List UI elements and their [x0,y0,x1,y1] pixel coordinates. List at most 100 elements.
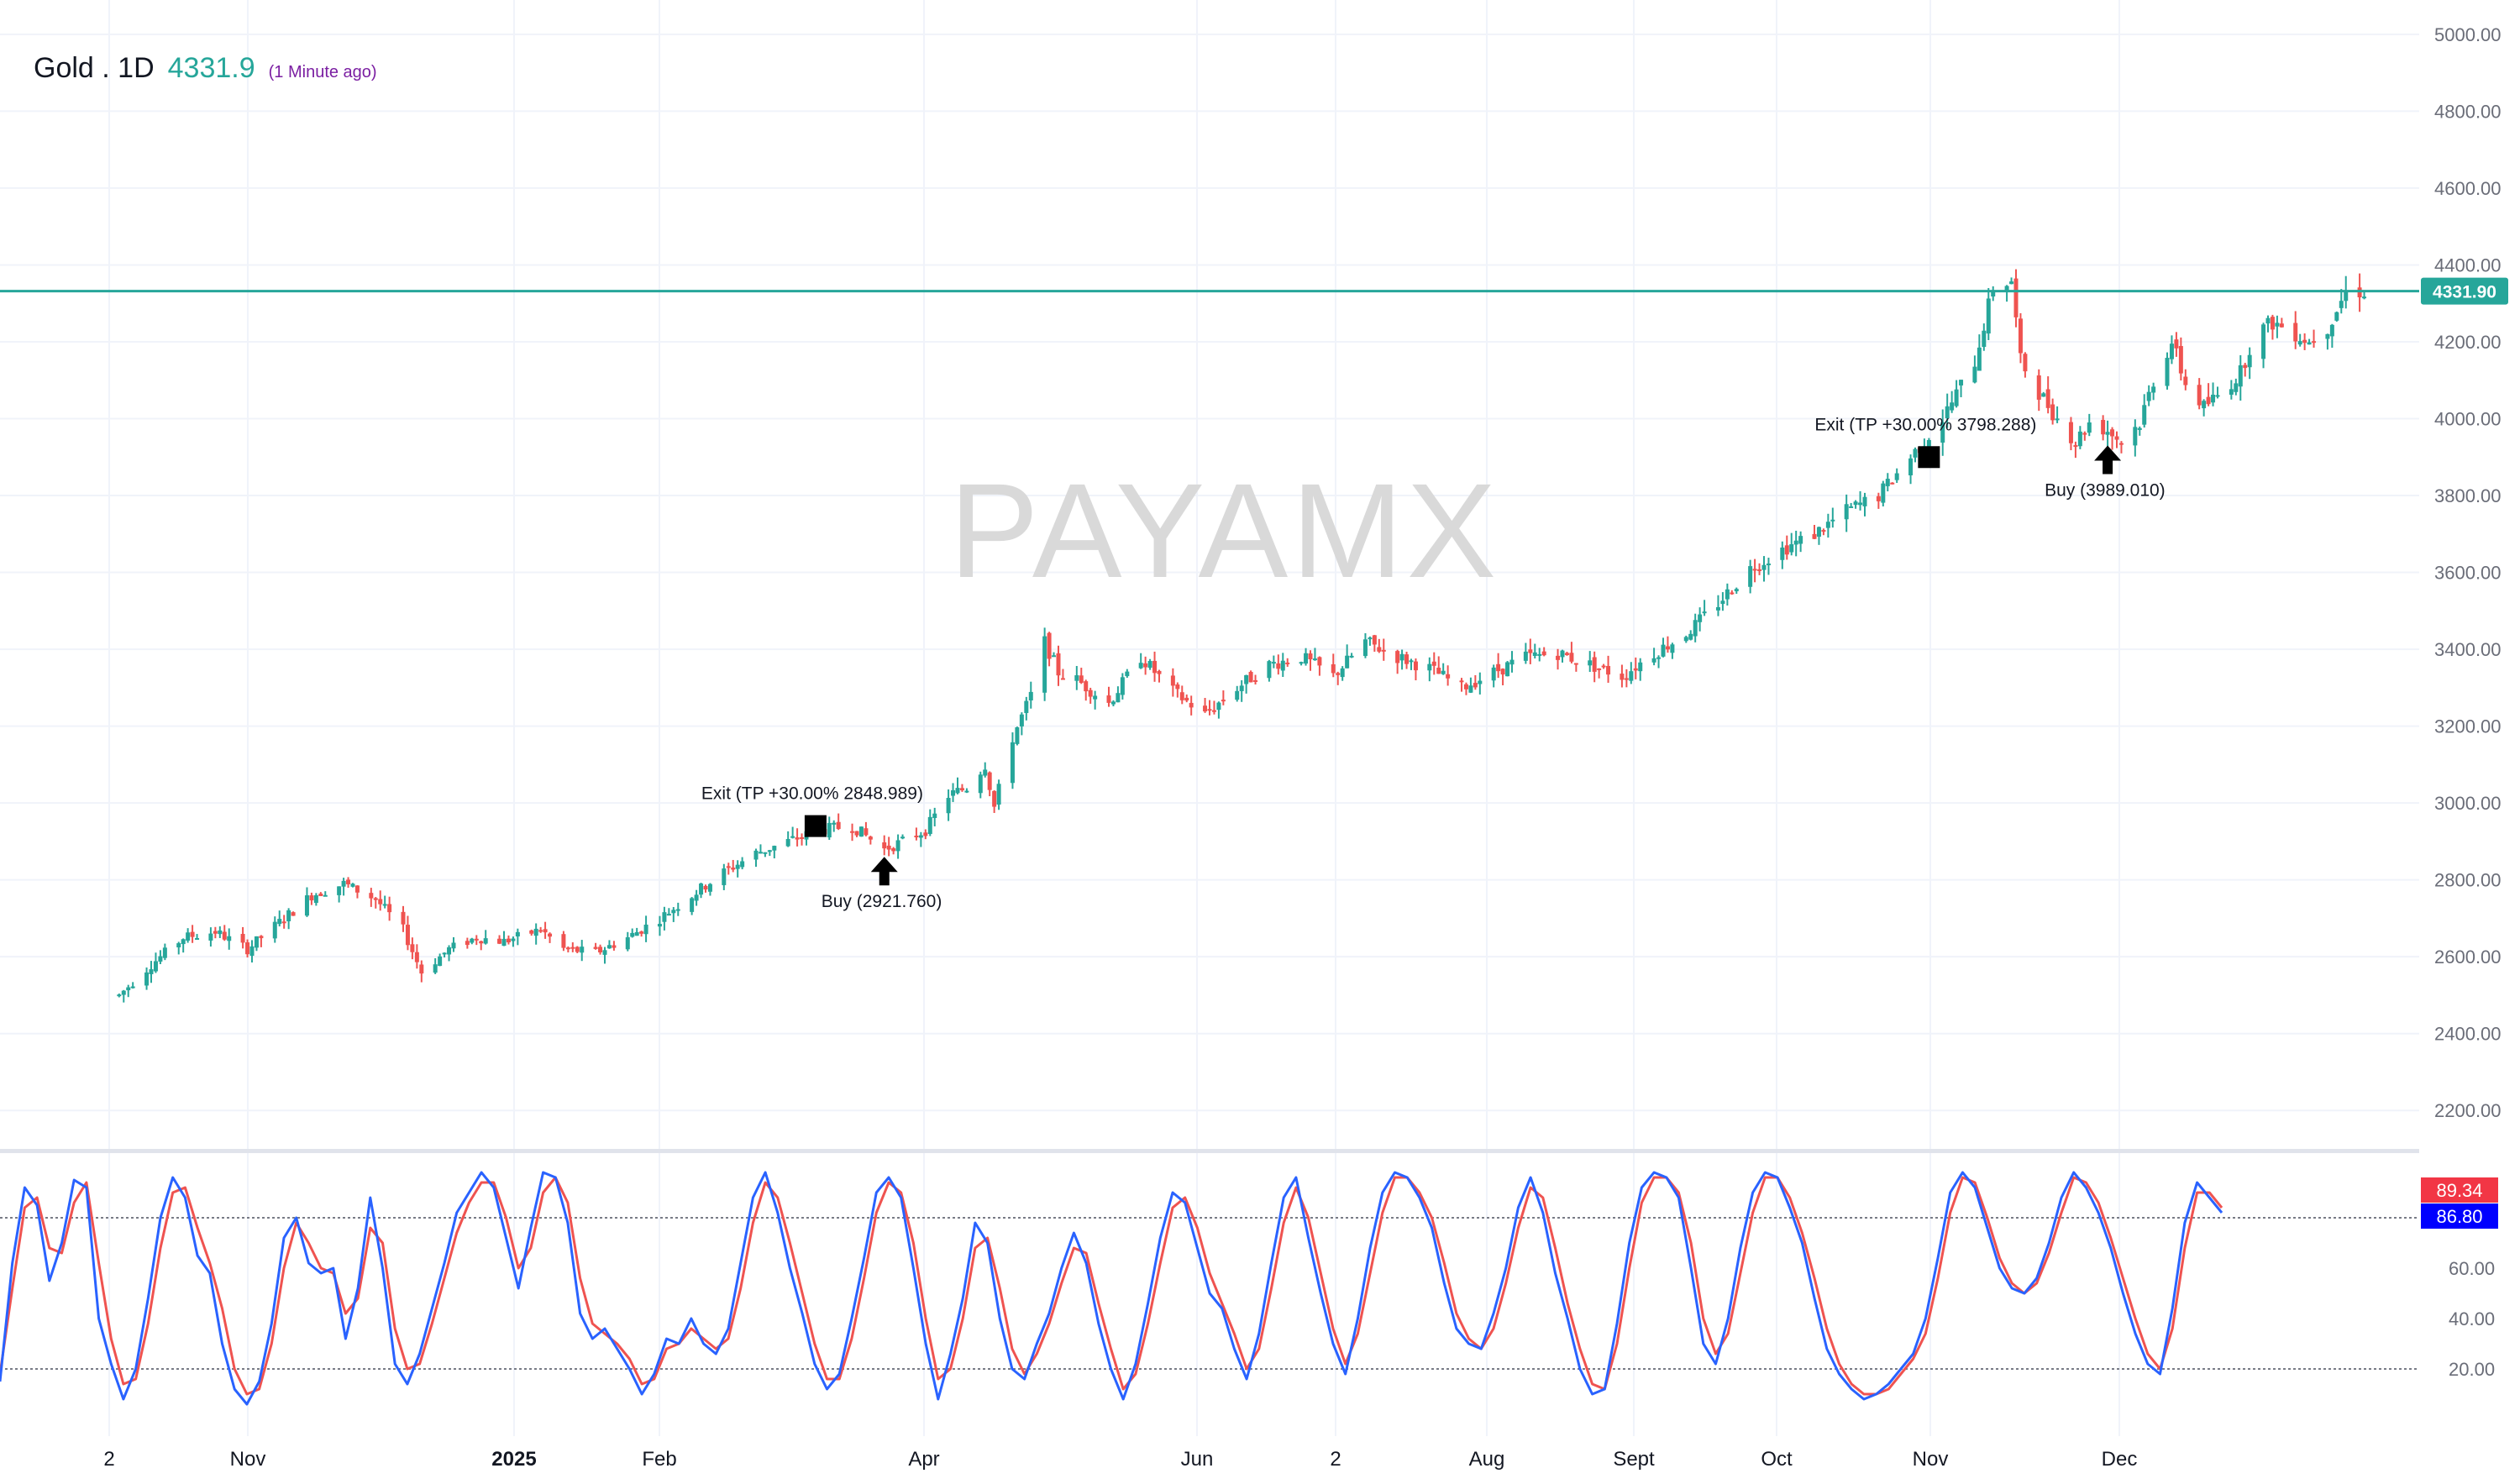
price-level-line[interactable]: 4331.90 [0,277,2508,305]
candle-body [2004,286,2009,292]
candle-body [538,930,543,932]
candle [1950,391,1955,413]
candle-body [1060,678,1065,680]
candle-body [1720,600,1725,605]
candle [836,813,841,831]
candle [767,849,772,857]
candle [259,935,264,947]
candle-body [1752,569,1757,571]
candle-body [2270,317,2275,330]
candle [964,788,969,794]
candle [2050,398,2055,425]
candle-body [1372,635,1377,645]
time-axis[interactable]: 2 Nov 2025 Feb Apr Jun 2 Aug Sept Oct Nov Dec [103,1448,2137,1471]
candle-body [1698,614,1703,622]
candle-body [1908,458,1914,475]
candle [2261,322,2266,369]
candle [1844,494,1849,532]
candle [1028,681,1033,709]
candle [1528,638,1533,664]
candle [1665,636,1670,653]
stoch-d-line [0,1176,2223,1396]
candle-body [1597,668,1602,670]
candle [1441,663,1446,675]
candle [1042,627,1047,701]
candle-body [1825,522,1830,528]
candle [1972,355,1977,384]
candle-body [2169,343,2174,359]
candle [2312,329,2317,348]
candle [1633,657,1638,679]
price-axis[interactable]: 5000.00 4800.00 4600.00 4400.00 4200.00 4000.… [2434,24,2502,1121]
candle-body [1189,702,1194,708]
candle-body [2279,323,2284,328]
candle-body [959,788,964,791]
candle-body [699,884,704,895]
candle-body [1052,655,1057,658]
candle [341,878,346,896]
candle [602,947,607,964]
candle [639,931,644,937]
candle-body [272,921,277,939]
candle-body [318,893,323,897]
candle-body [1276,663,1281,669]
candle-body [1362,639,1368,657]
candle-body [763,852,768,854]
candle-body [1748,566,1753,587]
candle [1601,663,1606,669]
candle-body [1404,654,1410,664]
candle-body [2344,290,2349,302]
candle [291,911,296,916]
candle-body [506,938,511,943]
candle [1761,556,1767,582]
candle-body [1532,652,1537,657]
candle [286,908,291,930]
candle-body [612,945,617,948]
candle [1368,636,1373,646]
candle-body [497,938,502,944]
candle-body [354,885,360,893]
candle-body [832,822,837,825]
candle-body [2261,324,2266,359]
candle-body [2362,296,2367,299]
candle-body [1693,620,1698,637]
candle-body [1573,663,1578,665]
candle [1116,686,1121,703]
candle [511,936,516,947]
candle-body [1157,670,1162,674]
candle-body [1766,564,1771,566]
candle [1409,658,1414,670]
candle-body [1982,330,1987,348]
candle [1656,655,1662,669]
candle-body [726,866,731,868]
candle [983,762,988,778]
pane-divider[interactable] [0,1149,2419,1153]
candle-body [1844,504,1849,520]
candle [1573,663,1578,672]
candle-body [1221,700,1226,702]
exit-marker-icon [1918,446,1940,469]
candle [1766,558,1771,575]
candle [309,892,314,905]
candle [533,923,538,945]
candle-body [731,868,736,870]
candle-body [501,938,507,947]
symbol-title[interactable]: Gold . 1D [34,52,155,84]
candle-body [858,826,864,837]
candle-body [1816,527,1821,537]
candle-body [2045,389,2050,408]
candle-body [470,938,475,943]
candle [1235,685,1240,702]
candle [1491,664,1496,688]
candle [1858,490,1863,511]
candle [785,831,790,847]
pane-separator[interactable] [0,1149,2419,1153]
candle-body [382,904,387,906]
candle [2023,352,2028,378]
candle-body [955,788,960,794]
candle-body [511,938,516,941]
candle [1537,648,1542,662]
candle [625,931,630,952]
candle-body [895,840,900,852]
